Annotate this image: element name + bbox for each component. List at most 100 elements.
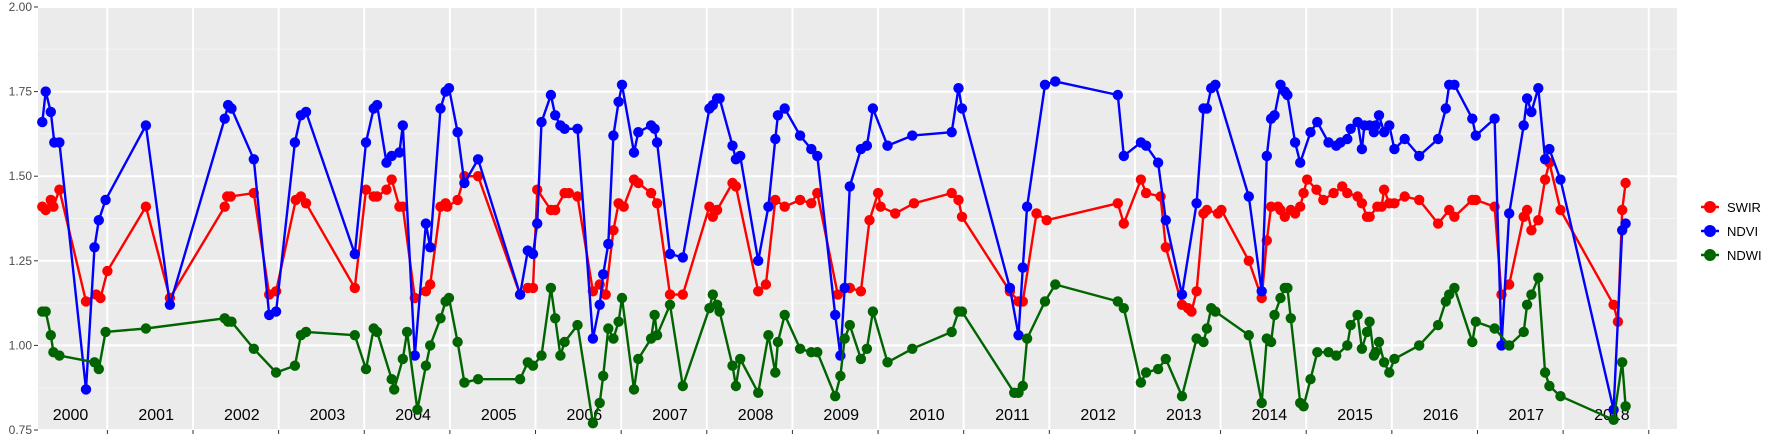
data-point-swir xyxy=(1555,204,1566,216)
data-point-swir xyxy=(953,194,964,206)
data-point-ndwi xyxy=(1298,401,1309,412)
data-point-ndvi xyxy=(1039,79,1051,91)
data-point-ndwi xyxy=(420,360,432,371)
data-point-ndwi xyxy=(54,350,65,361)
data-point-ndvi xyxy=(616,79,628,91)
data-point-ndwi xyxy=(270,367,282,378)
data-point-ndvi xyxy=(613,96,624,108)
data-point-ndvi xyxy=(714,93,725,104)
data-point-ndwi xyxy=(514,374,526,385)
data-point-ndvi xyxy=(1050,76,1061,87)
data-point-ndwi xyxy=(1135,377,1147,388)
data-point-swir xyxy=(1399,191,1410,202)
data-point-ndvi xyxy=(300,106,312,118)
data-point-swir xyxy=(1201,204,1213,216)
data-point-ndvi xyxy=(219,113,230,124)
data-point-swir xyxy=(563,187,575,199)
data-point-ndvi xyxy=(1555,174,1566,185)
data-point-ndwi xyxy=(1312,347,1323,358)
data-point-swir xyxy=(794,194,806,206)
year-label: 2001 xyxy=(138,407,174,424)
data-point-swir xyxy=(102,265,113,277)
data-point-swir xyxy=(864,215,875,226)
data-point-ndvi xyxy=(1305,127,1316,138)
data-point-ndwi xyxy=(412,404,423,415)
data-point-ndvi xyxy=(572,123,583,134)
data-point-ndwi xyxy=(779,309,790,321)
data-point-ndvi xyxy=(100,194,111,206)
data-point-ndwi xyxy=(527,360,539,371)
data-point-ndwi xyxy=(649,309,660,321)
data-point-ndwi xyxy=(1265,336,1277,348)
data-point-ndwi xyxy=(1112,296,1124,307)
data-point-ndvi xyxy=(735,150,746,162)
data-point-ndvi xyxy=(946,127,957,138)
data-point-ndwi xyxy=(1050,279,1061,290)
data-point-ndwi xyxy=(770,367,781,378)
data-point-ndwi xyxy=(730,380,742,392)
data-point-ndwi xyxy=(545,282,557,294)
data-point-swir xyxy=(452,194,463,206)
data-point-ndwi xyxy=(1352,309,1363,321)
year-label: 2013 xyxy=(1166,407,1202,424)
data-point-swir xyxy=(1318,194,1329,206)
data-point-ndvi xyxy=(844,181,855,192)
legend-item-ndvi: NDVI xyxy=(1701,224,1758,239)
data-point-ndwi xyxy=(1414,340,1425,351)
data-point-ndvi xyxy=(594,299,605,310)
data-point-swir xyxy=(1216,204,1227,216)
data-point-ndvi xyxy=(1112,89,1124,101)
data-point-ndvi xyxy=(1620,218,1631,229)
data-point-ndvi xyxy=(727,140,738,151)
data-point-ndwi xyxy=(956,306,968,317)
data-point-ndvi xyxy=(907,130,918,141)
data-point-ndwi xyxy=(855,353,867,365)
legend-label-swir: SWIR xyxy=(1727,200,1761,215)
year-label: 2016 xyxy=(1423,407,1459,424)
data-point-ndwi xyxy=(1389,353,1400,365)
legend: SWIR NDVI NDWI xyxy=(1701,200,1762,263)
data-point-ndwi xyxy=(248,343,259,354)
data-point-ndwi xyxy=(794,343,806,354)
data-point-swir xyxy=(1301,174,1313,185)
data-point-ndwi xyxy=(226,316,237,327)
data-point-swir xyxy=(651,198,663,209)
data-point-ndwi xyxy=(1017,380,1028,392)
data-point-swir xyxy=(48,201,59,212)
data-point-swir xyxy=(225,191,236,202)
data-point-ndwi xyxy=(300,326,312,338)
data-point-ndwi xyxy=(1467,336,1478,348)
series-line-ndwi xyxy=(42,276,1627,425)
data-point-ndwi xyxy=(1489,323,1500,334)
data-point-ndwi xyxy=(861,343,873,354)
data-point-swir xyxy=(550,204,561,216)
data-point-ndvi xyxy=(371,99,383,111)
data-point-swir xyxy=(1279,211,1291,222)
data-point-swir xyxy=(872,187,884,199)
data-point-ndvi xyxy=(459,177,470,189)
data-point-ndwi xyxy=(1243,330,1255,341)
data-point-ndvi xyxy=(956,103,968,114)
data-point-ndwi xyxy=(664,299,676,310)
y-tick-label: 1.75 xyxy=(9,85,33,99)
data-point-ndwi xyxy=(1118,303,1130,314)
data-point-swir xyxy=(779,201,790,212)
data-point-swir xyxy=(1608,299,1619,310)
data-point-ndvi xyxy=(794,130,806,141)
data-point-ndvi xyxy=(1521,93,1533,104)
data-point-ndvi xyxy=(664,248,676,260)
y-tick-label: 2.00 xyxy=(9,0,33,14)
data-point-swir xyxy=(770,194,781,206)
data-point-swir xyxy=(1140,187,1152,199)
data-point-ndwi xyxy=(651,330,663,341)
data-point-ndvi xyxy=(435,103,446,114)
data-point-ndwi xyxy=(401,326,413,338)
data-point-ndwi xyxy=(1356,343,1368,354)
data-point-ndvi xyxy=(1399,133,1410,145)
year-label: 2002 xyxy=(224,407,260,424)
data-point-ndwi xyxy=(443,292,455,304)
data-point-ndvi xyxy=(867,103,879,114)
data-point-ndwi xyxy=(839,333,850,344)
data-point-ndvi xyxy=(603,238,614,250)
data-point-swir xyxy=(381,184,392,195)
